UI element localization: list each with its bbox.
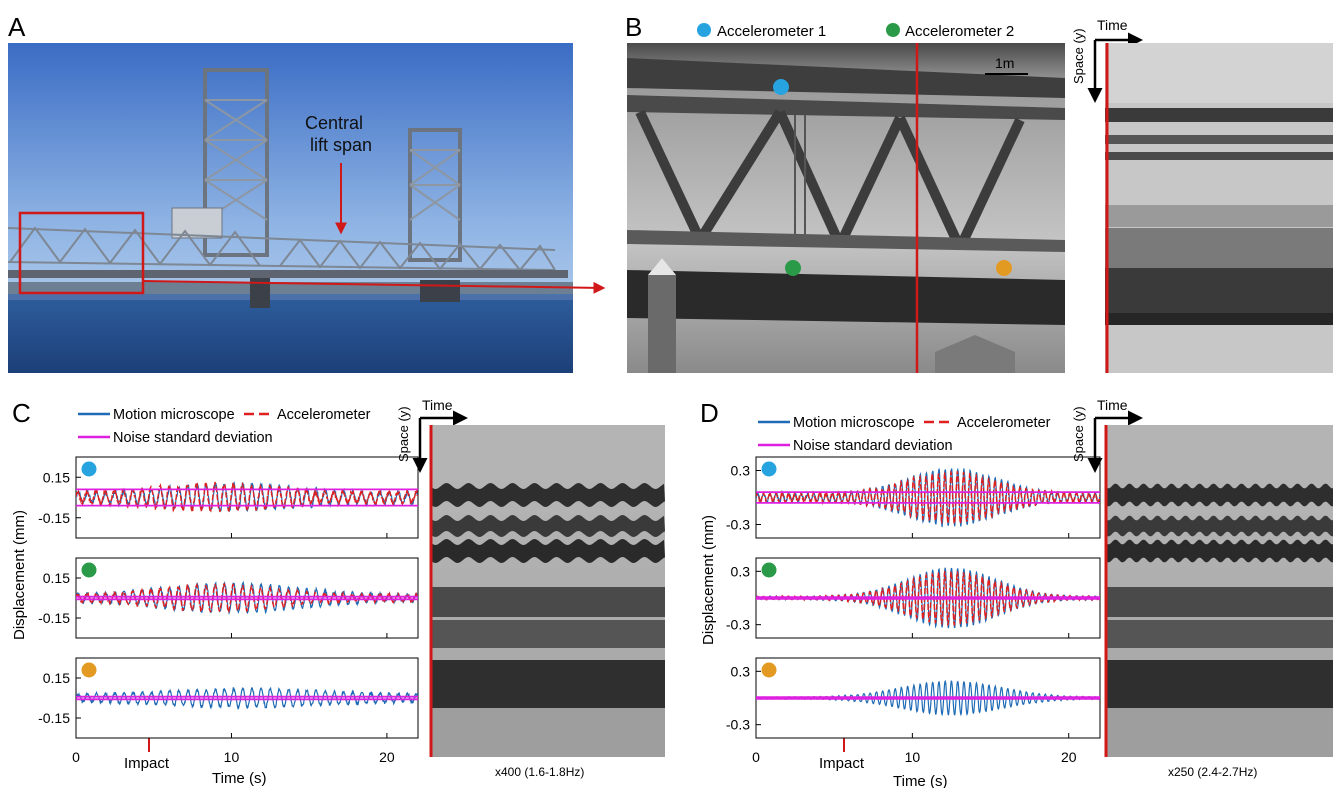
accelerometer-3-marker <box>996 260 1012 276</box>
legend-c-noise: Noise standard deviation <box>113 430 273 446</box>
scale-bar-label: 1m <box>995 55 1014 71</box>
legend-label-acc1: Accelerometer 1 <box>717 23 826 40</box>
accelerometer-series <box>756 569 1100 627</box>
x-tick-label: 0 <box>72 749 80 765</box>
y-tick-label: -0.15 <box>38 510 70 526</box>
panel-b: B Accelerometer 1 Accelerometer 2 <box>625 12 1333 373</box>
zoom-arrow <box>142 280 606 294</box>
y-tick-label: -0.3 <box>726 717 750 733</box>
spacetime-slice-d <box>1104 425 1333 757</box>
legend-marker-acc2 <box>886 23 900 37</box>
central-span-label-line2: lift span <box>310 135 372 155</box>
x-tick-label: 10 <box>905 749 921 765</box>
ylabel-c: Displacement (mm) <box>11 510 28 640</box>
impact-label-d: Impact <box>819 755 865 772</box>
y-tick-label: 0.15 <box>43 570 70 586</box>
legend-d: Motion microscope Accelerometer Noise st… <box>758 415 1051 454</box>
legend-c-accel: Accelerometer <box>277 407 371 423</box>
legend-d-motion: Motion microscope <box>793 415 915 431</box>
subplot-c-3: 0.15 -0.15 <box>38 657 419 739</box>
spacetime-axes-d: Time Space (y) <box>1071 397 1143 473</box>
region-highlight-box <box>18 211 145 295</box>
space-axis-label-c: Space (y) <box>396 406 411 462</box>
x-tick-label: 20 <box>1061 749 1077 765</box>
plot-frame <box>75 456 419 539</box>
acc2-indicator <box>761 562 777 578</box>
subplot-d-3: 0.3 -0.3 <box>726 657 1101 739</box>
panel-d: D Motion microscope Accelerometer Noise … <box>700 397 1333 788</box>
acc2-indicator <box>81 562 97 578</box>
acc3-indicator <box>81 662 97 678</box>
panel-b-letter: B <box>625 12 642 42</box>
time-axis-label-d: Time <box>1097 397 1128 413</box>
central-span-label-line1: Central <box>305 113 363 133</box>
ylabel-d: Displacement (mm) <box>700 515 717 645</box>
bridge-closeup-photo: 1m <box>627 43 1065 373</box>
panel-d-letter: D <box>700 398 719 428</box>
subplot-d-2: 0.3 -0.3 <box>726 557 1101 639</box>
legend-c: Motion microscope Accelerometer Noise st… <box>78 407 371 446</box>
acc3-indicator <box>761 662 777 678</box>
bridge-photo: Central lift span <box>7 43 573 373</box>
y-tick-label: -0.15 <box>38 710 70 726</box>
subplot-d-1: 0.3 -0.3 <box>726 456 1101 539</box>
y-tick-label: -0.15 <box>38 610 70 626</box>
legend-d-accel: Accelerometer <box>957 415 1051 431</box>
plot-frame <box>75 557 419 639</box>
plot-frame <box>75 657 419 739</box>
plots-c: 0.15 -0.15 0.15 -0.15 0.15 -0.15 0 10 20 <box>38 456 419 765</box>
impact-label-c: Impact <box>124 755 170 772</box>
space-axis-label-b: Space (y) <box>1071 28 1086 84</box>
legend-marker-acc1 <box>697 23 711 37</box>
y-tick-label: 0.15 <box>43 670 70 686</box>
y-tick-label: 0.15 <box>43 469 70 485</box>
slice-caption-c: x400 (1.6-1.8Hz) <box>495 765 584 779</box>
legend-label-acc2: Accelerometer 2 <box>905 23 1014 40</box>
accelerometer-series <box>76 582 418 614</box>
legend-d-noise: Noise standard deviation <box>793 438 953 454</box>
spacetime-slice-c <box>429 425 665 757</box>
spacetime-axes-b: Time Space (y) <box>1071 17 1143 103</box>
x-tick-label: 0 <box>752 749 760 765</box>
y-tick-label: 0.3 <box>731 663 751 679</box>
space-axis-label-d: Space (y) <box>1071 406 1086 462</box>
spacetime-axes-c: Time Space (y) <box>396 397 468 473</box>
slice-caption-d: x250 (2.4-2.7Hz) <box>1168 765 1257 779</box>
acc1-indicator <box>81 461 97 477</box>
time-axis-label-b: Time <box>1097 17 1128 33</box>
plots-d: 0.3-0.30.3-0.30.3-0.30 10 20 <box>726 456 1101 765</box>
panel-a-letter: A <box>8 12 26 42</box>
xlabel-d: Time (s) <box>893 773 947 788</box>
accelerometer-1-marker <box>773 79 789 95</box>
panel-c-letter: C <box>12 398 31 428</box>
motion-microscope-series <box>76 686 418 710</box>
panel-a: A <box>7 12 606 373</box>
y-tick-label: 0.3 <box>731 463 751 479</box>
y-tick-label: -0.3 <box>726 617 750 633</box>
subplot-c-2: 0.15 -0.15 <box>38 557 419 639</box>
x-tick-label: 20 <box>379 749 395 765</box>
acc1-indicator <box>761 461 777 477</box>
legend-c-motion: Motion microscope <box>113 407 235 423</box>
x-tick-label: 10 <box>224 749 240 765</box>
y-tick-label: 0.3 <box>731 563 751 579</box>
panel-c: C Motion microscope Accelerometer Noise … <box>11 397 665 787</box>
spacetime-slice-b <box>1105 43 1333 373</box>
subplot-c-1: 0.15 -0.15 <box>38 456 419 539</box>
xlabel-c: Time (s) <box>212 770 266 787</box>
accelerometer-2-marker <box>785 260 801 276</box>
time-axis-label-c: Time <box>422 397 453 413</box>
y-tick-label: -0.3 <box>726 517 750 533</box>
